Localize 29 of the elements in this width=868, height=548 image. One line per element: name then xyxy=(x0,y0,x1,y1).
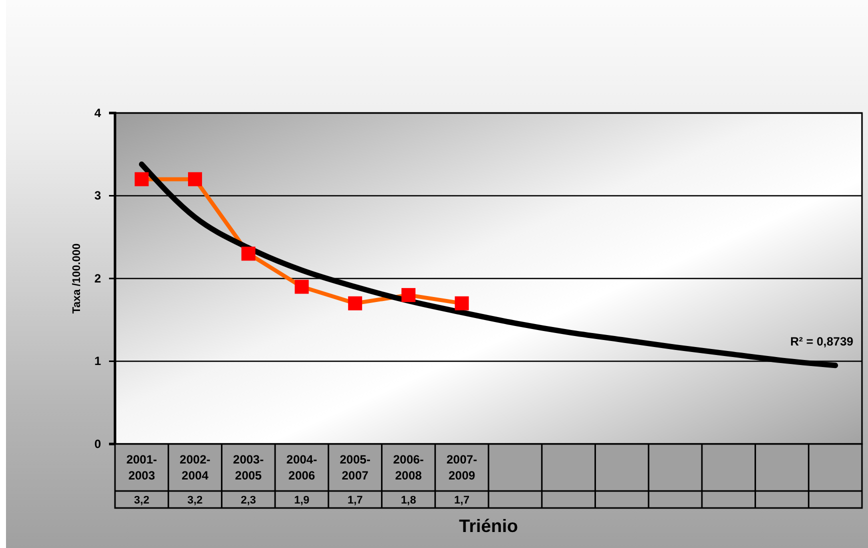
x-tick-label: 2007-2009 xyxy=(446,452,478,482)
y-tick-label: 3 xyxy=(94,188,102,203)
y-axis-title: Taxa /100.000 xyxy=(71,243,83,314)
data-label: 1,9 xyxy=(294,494,310,506)
data-label: 1,7 xyxy=(347,494,363,506)
annotation: R² = 0,8739 xyxy=(790,334,854,348)
x-tick-label: 2001-2003 xyxy=(126,452,158,482)
point xyxy=(188,172,202,186)
point xyxy=(241,246,256,261)
point xyxy=(134,172,149,186)
x-tick-label: 2006-2008 xyxy=(393,452,424,482)
x-tick-label: 2002-2004 xyxy=(180,452,210,482)
x-tick-label: 2005-2007 xyxy=(340,452,370,482)
x-tick-label: 2003-2005 xyxy=(233,452,264,482)
data-label: 2,3 xyxy=(240,494,256,506)
y-tick-label: 2 xyxy=(94,271,102,286)
y-tick-label: 4 xyxy=(94,106,102,120)
point xyxy=(348,296,362,310)
x-tick-label: 2004-2006 xyxy=(286,452,318,482)
data-label: 1,7 xyxy=(454,494,470,506)
point xyxy=(454,296,469,310)
y-tick-label: 1 xyxy=(94,354,102,368)
point xyxy=(401,288,416,302)
x-axis-title: Triénio xyxy=(458,516,518,536)
point xyxy=(294,280,309,294)
y-tick-label: 0 xyxy=(94,436,102,451)
data-label: 3,2 xyxy=(134,494,150,506)
data-label: 1,8 xyxy=(400,494,416,506)
data-label: 3,2 xyxy=(187,494,203,506)
